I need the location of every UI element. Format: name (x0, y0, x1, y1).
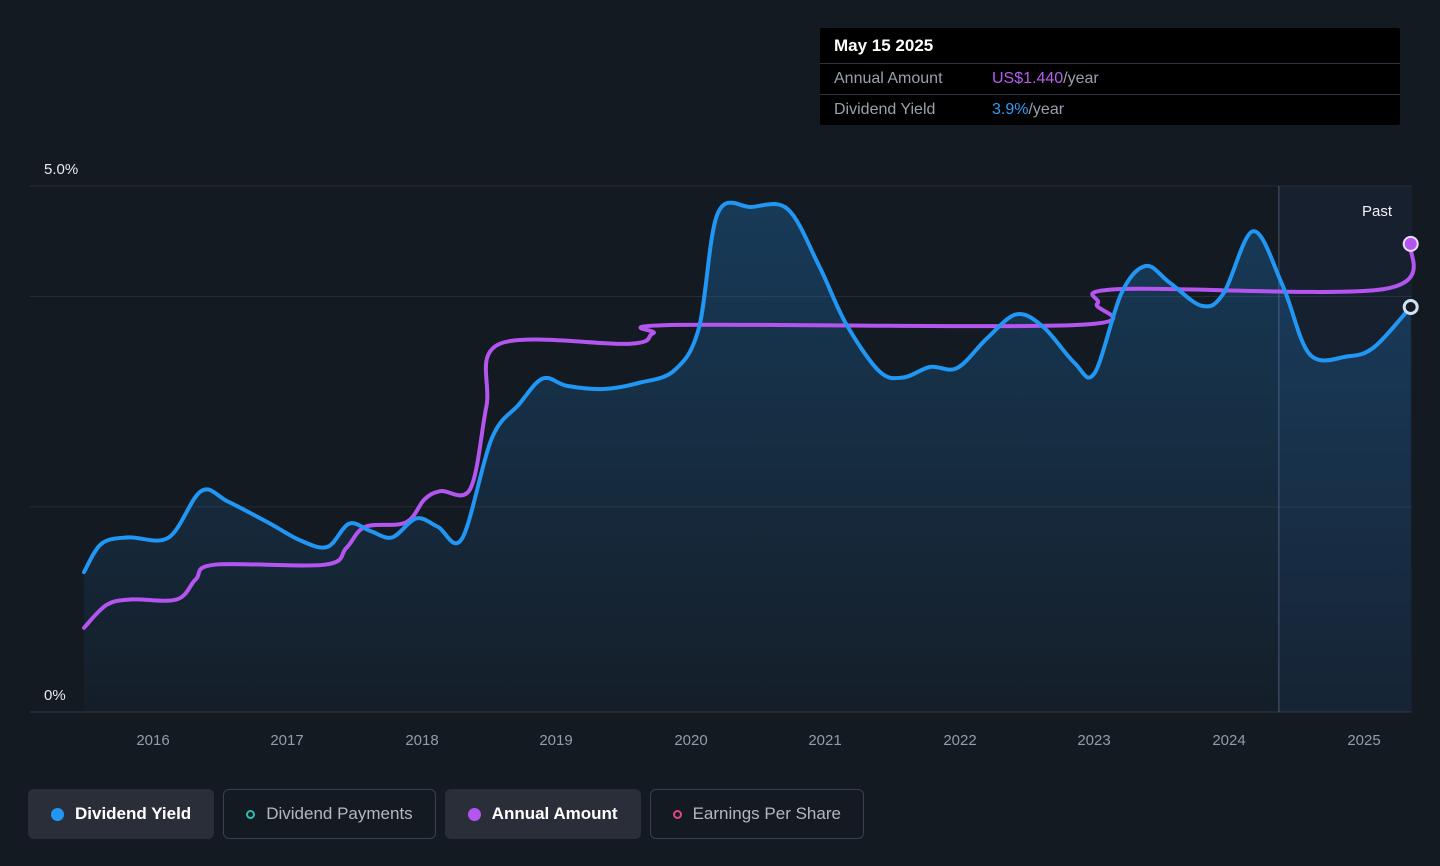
dividend-yield-line (82, 200, 1413, 575)
x-axis-label: 2016 (136, 732, 170, 749)
dividend-yield-chart: 5.0% 0% Past 2016 2017 2018 2019 2020 2021 202… (0, 0, 1440, 760)
annual-amount-dot-icon (467, 807, 481, 821)
legend-dividend-payments-button[interactable]: Dividend Payments (223, 789, 436, 839)
dividend-yield-end-marker (1402, 299, 1419, 315)
annual-amount-line (82, 241, 1416, 630)
legend-earnings-per-share-button[interactable]: Earnings Per Share (649, 789, 864, 839)
legend-dividend-yield-button[interactable]: Dividend Yield (28, 789, 215, 839)
x-axis: 2016 2017 2018 2019 2020 2021 2022 2023 2024 2025 (0, 732, 1440, 756)
legend-label: Dividend Yield (75, 804, 192, 823)
legend-label: Earnings Per Share (692, 804, 841, 823)
tooltip-label: Annual Amount (834, 70, 943, 87)
tooltip-row-dividend-yield: Dividend Yield 3.9% /year (820, 94, 1400, 125)
x-axis-label: 2022 (943, 732, 977, 749)
legend-label: Dividend Payments (266, 804, 413, 823)
tooltip-value: US$1.440 (992, 70, 1064, 87)
x-axis-label: 2019 (539, 732, 573, 749)
x-axis-label: 2021 (808, 732, 842, 749)
x-axis-label: 2020 (674, 732, 708, 749)
chart-canvas[interactable] (0, 0, 1440, 760)
y-axis-label-top: 5.0% (44, 161, 79, 178)
x-axis-label: 2024 (1212, 732, 1246, 749)
chart-legend: Dividend Yield Dividend Payments Annual … (28, 789, 864, 839)
x-axis-label: 2023 (1077, 732, 1111, 749)
dividend-payments-ring-icon (246, 809, 256, 819)
x-axis-label: 2018 (405, 732, 439, 749)
past-label: Past (1361, 203, 1392, 220)
legend-label: Annual Amount (491, 804, 618, 823)
tooltip-value: 3.9% (992, 101, 1029, 118)
tooltip-label: Dividend Yield (834, 101, 936, 118)
y-axis-label-bottom: 0% (44, 687, 66, 704)
chart-tooltip: May 15 2025 Annual Amount US$1.440 /year… (820, 28, 1400, 125)
tooltip-value-suffix: /year (1063, 70, 1099, 87)
dividend-yield-area (84, 202, 1411, 712)
dividend-yield-dot-icon (51, 807, 64, 821)
annual-amount-end-marker (1402, 235, 1419, 252)
tooltip-row-annual-amount: Annual Amount US$1.440 /year (820, 63, 1400, 94)
x-axis-label: 2017 (270, 732, 304, 749)
x-axis-label: 2025 (1347, 732, 1381, 749)
legend-annual-amount-button[interactable]: Annual Amount (444, 789, 641, 839)
tooltip-value-suffix: /year (1028, 101, 1065, 118)
tooltip-date: May 15 2025 (834, 36, 934, 55)
earnings-per-share-ring-icon (672, 809, 682, 819)
